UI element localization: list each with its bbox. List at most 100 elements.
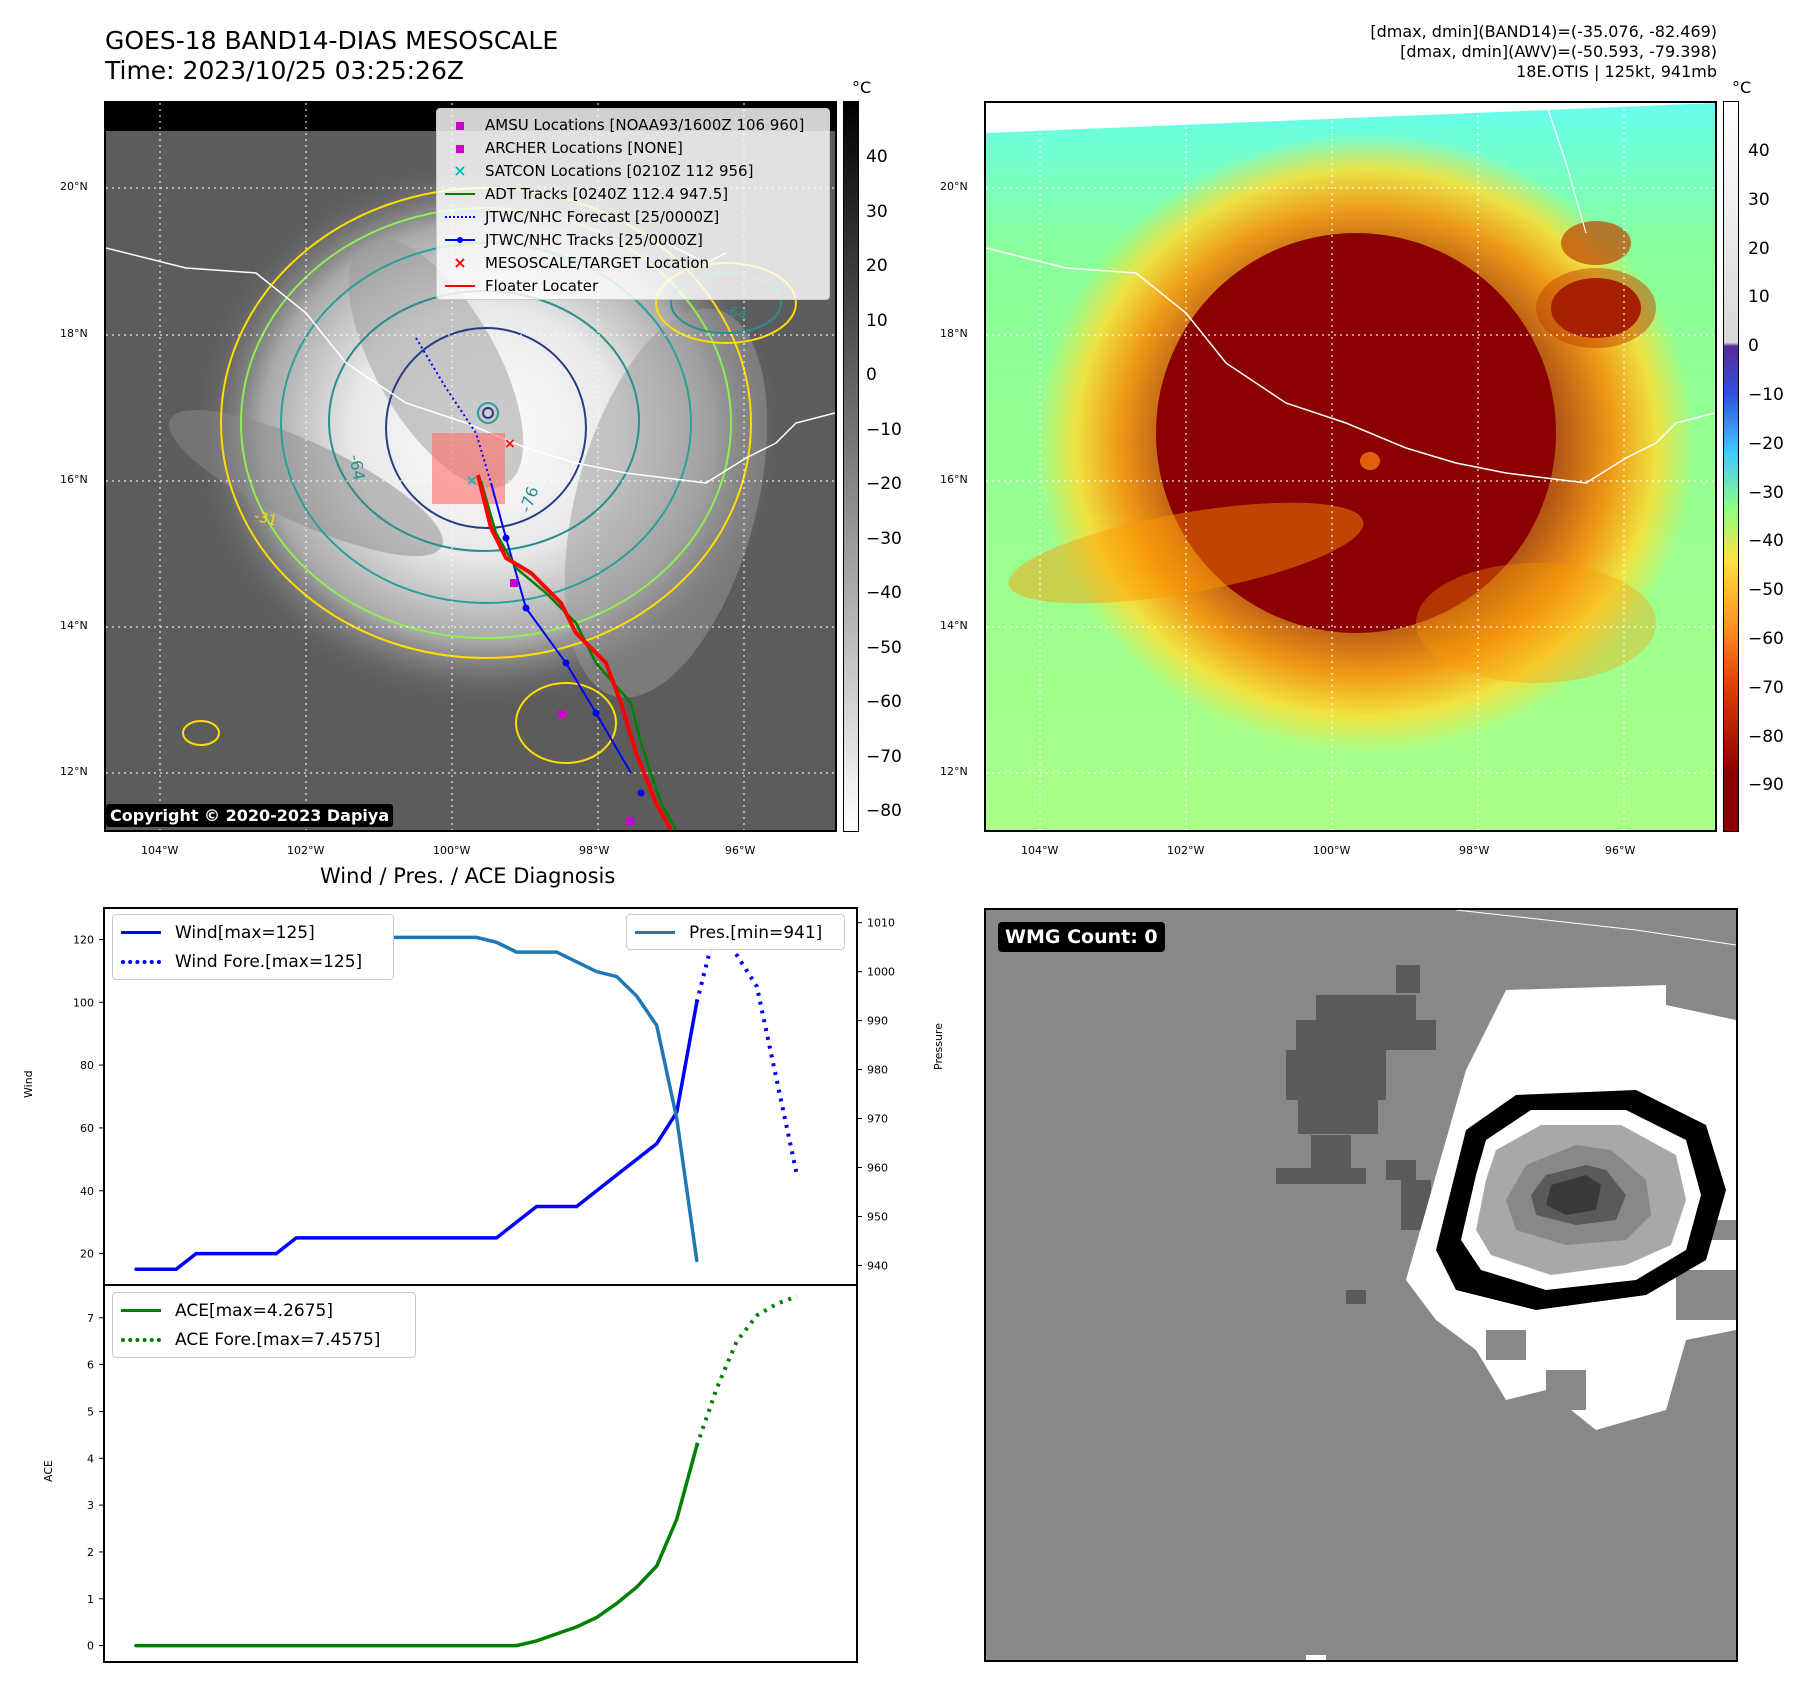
wmg-panel: WMG Count: 0	[984, 908, 1738, 1662]
legend-key-square	[445, 139, 475, 157]
enhanced-colorbar	[1723, 101, 1739, 832]
ir-legend: AMSU Locations [NOAA93/1600Z 106 960] ARC…	[436, 108, 830, 300]
enh-tick-label: −20	[1748, 433, 1784, 454]
ir-legend-item: × SATCON Locations [0210Z 112 956]	[445, 159, 821, 182]
figure-timestamp: Time: 2023/10/25 03:25:26Z	[105, 56, 464, 85]
ir-tick-label: 30	[866, 201, 888, 222]
y-tick-label: 4	[87, 1452, 94, 1465]
legend-key-line-dot	[445, 231, 475, 249]
y2-tick-label: 1000	[867, 966, 895, 979]
ir-tick-label: −60	[866, 692, 902, 712]
svg-text:×: ×	[504, 436, 516, 452]
lat-tick-label: 14°N	[940, 619, 968, 632]
y-tick-label: 60	[80, 1122, 94, 1135]
enh-tick-label: −50	[1748, 580, 1784, 601]
y-tick-label: 120	[73, 933, 94, 946]
ir-tick-label: −50	[866, 637, 902, 658]
ir-legend-item: JTWC/NHC Tracks [25/0000Z]	[445, 228, 821, 251]
wmg-count-badge: WMG Count: 0	[998, 922, 1165, 952]
wind-series-line	[694, 918, 799, 1176]
lon-tick-label: 104°W	[1021, 844, 1059, 857]
wind-series-line	[134, 1000, 699, 1272]
lat-tick-label: 20°N	[940, 180, 968, 193]
ir-tick-label: 0	[866, 365, 877, 385]
legend-key-square	[445, 116, 475, 134]
ir-legend-item: AMSU Locations [NOAA93/1600Z 106 960]	[445, 113, 821, 136]
ace-legend: ACE[max=4.2675] ACE Fore.[max=7.4575]	[112, 1292, 416, 1358]
ir-tick-label: 10	[866, 310, 888, 331]
ir-tick-label: −20	[866, 474, 902, 494]
lat-tick-label: 20°N	[60, 180, 88, 193]
band14-range: [dmax, dmin](BAND14)=(-35.076, -82.469)	[1370, 22, 1717, 41]
lat-tick-label: 12°N	[60, 765, 88, 778]
figure-title: GOES-18 BAND14-DIAS MESOSCALE	[105, 26, 559, 55]
enh-tick-label: 10	[1748, 287, 1770, 308]
ir-legend-item: JTWC/NHC Forecast [25/0000Z]	[445, 205, 821, 228]
legend-ace-label: ACE[max=4.2675]	[175, 1300, 333, 1321]
ir-tick-label: 40	[866, 147, 888, 167]
copyright-notice: Copyright © 2020-2023 Dapiya	[106, 804, 394, 827]
legend-key-x: ×	[453, 161, 467, 180]
enh-tick-label: 40	[1748, 141, 1770, 161]
wind-legend: Wind[max=125] Wind Fore.[max=125]	[112, 914, 394, 980]
lon-tick-label: 98°W	[1459, 844, 1490, 857]
enh-tick-label: −10	[1748, 385, 1784, 405]
enh-tick-label: 20	[1748, 238, 1770, 259]
ir-legend-label: ADT Tracks [0240Z 112.4 947.5]	[485, 184, 729, 203]
legend-pres-label: Pres.[min=941]	[689, 922, 823, 943]
lon-tick-label: 102°W	[287, 844, 325, 857]
enh-tick-label: −90	[1748, 775, 1784, 796]
y-tick-label: 6	[87, 1359, 94, 1372]
ir-colorbar-unit: °C	[852, 78, 872, 97]
ir-tick-label: −80	[866, 801, 902, 821]
legend-wind-fore-label: Wind Fore.[max=125]	[175, 951, 363, 972]
ir-legend-label: Floater Locater	[485, 276, 599, 295]
y-tick-label: 3	[87, 1499, 94, 1512]
enh-tick-label: 30	[1748, 189, 1770, 210]
lon-tick-label: 100°W	[1313, 844, 1351, 857]
lon-tick-label: 98°W	[579, 844, 610, 857]
ir-tick-label: 20	[866, 256, 888, 276]
y-tick-label: 0	[87, 1640, 94, 1653]
ir-tick-label: −10	[866, 419, 902, 440]
y-tick-label: 7	[87, 1312, 94, 1325]
storm-info: 18E.OTIS | 125kt, 941mb	[1516, 62, 1717, 81]
pressure-axis-label: Pressure	[932, 1023, 945, 1070]
enh-tick-label: −30	[1748, 482, 1784, 503]
enh-tick-label: −40	[1748, 531, 1784, 552]
enh-tick-label: 0	[1748, 336, 1759, 357]
ace-series-line	[694, 1294, 798, 1447]
y2-tick-label: 980	[867, 1064, 888, 1077]
enhanced-ir-panel	[984, 101, 1717, 832]
y2-tick-label: 990	[867, 1015, 888, 1028]
y-tick-label: 5	[87, 1405, 94, 1418]
ir-legend-item: × MESOSCALE/TARGET Location	[445, 251, 821, 274]
ir-tick-label: −30	[866, 528, 902, 549]
y-tick-label: 2	[87, 1546, 94, 1559]
lat-tick-label: 14°N	[60, 619, 88, 632]
ir-legend-label: ARCHER Locations [NONE]	[485, 138, 683, 157]
ir-legend-item: Floater Locater	[445, 274, 821, 297]
ir-legend-item: ADT Tracks [0240Z 112.4 947.5]	[445, 182, 821, 205]
wmg-image	[986, 910, 1736, 1660]
ir-colorbar	[843, 101, 859, 832]
y2-tick-label: 940	[867, 1259, 888, 1272]
lat-tick-label: 12°N	[940, 765, 968, 778]
legend-key-line	[445, 277, 475, 295]
diagnosis-chart: 2040608010012094095096097098099010001010…	[73, 907, 895, 1663]
svg-text:×: ×	[466, 473, 478, 489]
legend-key-x: ×	[453, 253, 467, 272]
enh-tick-label: −60	[1748, 629, 1784, 649]
ir-tick-label: −40	[866, 583, 902, 603]
y-tick-label: 1	[87, 1593, 94, 1606]
ir-legend-label: JTWC/NHC Tracks [25/0000Z]	[485, 230, 703, 249]
diagnosis-title: Wind / Pres. / ACE Diagnosis	[320, 864, 616, 888]
wind-axis-label: Wind	[22, 1070, 35, 1098]
lon-tick-label: 96°W	[1605, 844, 1636, 857]
ir-tick-label: −70	[866, 746, 902, 767]
legend-key-line	[445, 185, 475, 203]
ir-legend-label: JTWC/NHC Forecast [25/0000Z]	[485, 207, 720, 226]
ir-legend-label: AMSU Locations [NOAA93/1600Z 106 960]	[485, 115, 805, 134]
lon-tick-label: 96°W	[725, 844, 756, 857]
y2-tick-label: 970	[867, 1113, 888, 1126]
